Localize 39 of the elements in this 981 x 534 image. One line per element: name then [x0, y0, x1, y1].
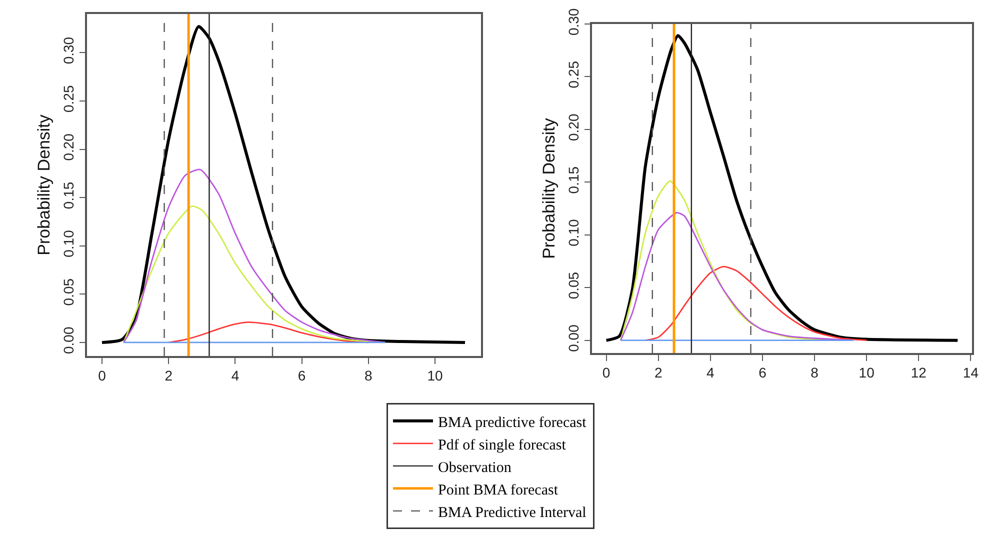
y-tick-label: 0.00 — [566, 324, 582, 352]
y-tick-label: 0.25 — [60, 85, 77, 112]
y-tick-label: 0.15 — [60, 182, 77, 210]
y-tick-label: 0.20 — [566, 114, 582, 141]
x-tick-label: 0 — [98, 368, 106, 384]
line-series — [100, 25, 467, 344]
x-tick-label: 6 — [298, 368, 306, 384]
x-tick-label: 2 — [654, 364, 662, 381]
legend-label: BMA predictive forecast — [438, 414, 588, 431]
legend-label: BMA Predictive Interval — [438, 504, 586, 521]
y-tick-label: 0.25 — [566, 60, 582, 88]
x-tick-label: 14 — [962, 364, 979, 381]
legend-label: Point BMA forecast — [438, 482, 559, 498]
x-tick-label: 4 — [231, 368, 240, 384]
x-tick-label: 12 — [910, 364, 927, 381]
legend-label: Observation — [438, 460, 512, 476]
y-tick-label: 0.05 — [566, 272, 582, 300]
x-tick-label: 0 — [602, 364, 610, 381]
y-tick-label: 0.30 — [60, 36, 77, 64]
y-tick-label: 0.10 — [60, 230, 77, 258]
legend-label: Pdf of single forecast — [438, 437, 567, 454]
y-tick-label: 0.15 — [566, 166, 582, 194]
x-tick-label: 4 — [706, 364, 715, 381]
x-tick-label: 6 — [758, 364, 767, 381]
line-series — [122, 168, 386, 344]
x-tick-label: 10 — [427, 368, 444, 384]
line-series — [604, 34, 960, 342]
x-tick-label: 10 — [858, 364, 875, 381]
y-axis-title: Probability Density — [540, 118, 559, 259]
y-tick-label: 0.05 — [60, 278, 77, 306]
y-tick-label: 0.20 — [60, 133, 77, 161]
x-tick-label: 8 — [364, 368, 373, 384]
y-tick-label: 0.00 — [60, 326, 77, 354]
x-tick-label: 2 — [164, 368, 173, 384]
y-tick-label: 0.10 — [566, 218, 582, 246]
line-series — [644, 266, 868, 342]
x-tick-label: 8 — [810, 364, 819, 381]
y-tick-label: 0.30 — [566, 8, 582, 36]
y-axis-title: Probability Density — [34, 114, 54, 256]
